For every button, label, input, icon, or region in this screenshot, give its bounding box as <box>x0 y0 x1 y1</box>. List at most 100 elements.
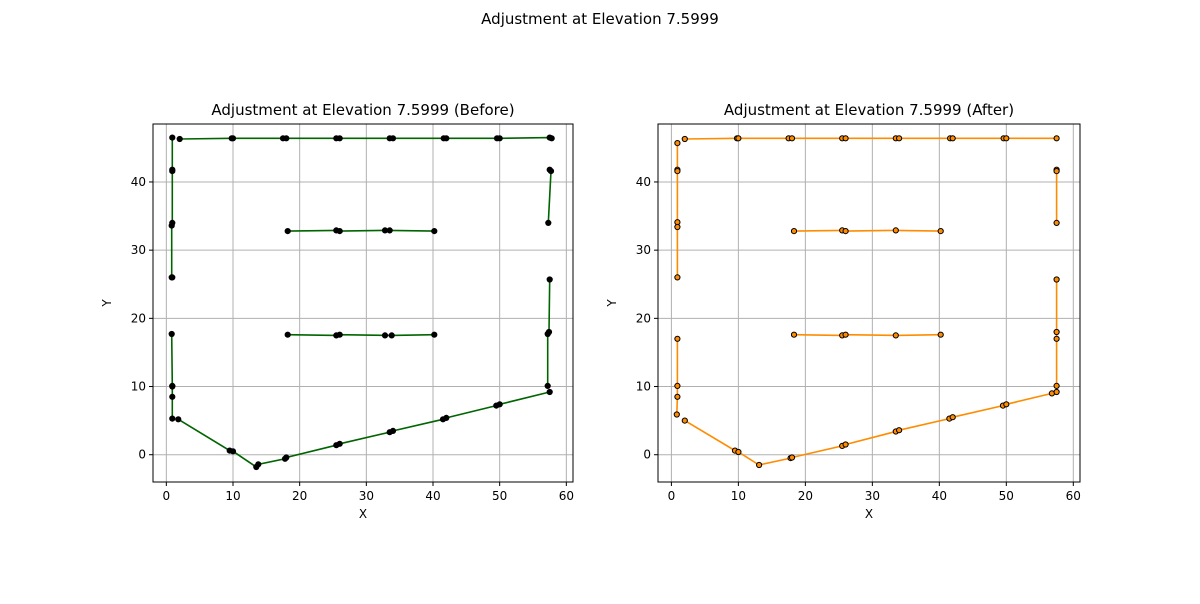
data-point <box>842 228 849 235</box>
x-tick-label: 40 <box>932 489 947 503</box>
data-point <box>949 135 956 142</box>
data-point <box>336 331 343 338</box>
data-point <box>892 332 899 339</box>
data-point <box>336 440 343 447</box>
data-point <box>546 276 553 283</box>
data-point <box>283 135 290 142</box>
x-tick-label: 10 <box>731 489 746 503</box>
series-line <box>170 137 174 279</box>
data-point <box>1053 382 1060 389</box>
data-point <box>1003 401 1010 408</box>
series-line <box>287 333 435 337</box>
series-line <box>676 338 679 415</box>
data-point <box>548 135 555 142</box>
data-point <box>949 414 956 421</box>
y-tick-label: 20 <box>131 311 146 325</box>
data-point <box>674 140 681 147</box>
data-point <box>1053 328 1060 336</box>
x-tick-label: 60 <box>559 489 574 503</box>
data-point <box>496 135 503 142</box>
data-point <box>674 335 681 342</box>
data-point <box>937 331 944 338</box>
data-point <box>544 330 551 338</box>
chart-title: Adjustment at Elevation 7.5999 (After) <box>724 101 1014 119</box>
data-point <box>336 228 343 235</box>
x-tick-label: 50 <box>999 489 1014 503</box>
chart-before: 0 10 20 30 40 50 60 0 10 20 30 40 Adjustment at Elev… <box>100 101 574 521</box>
data-point <box>229 135 237 142</box>
data-point <box>1053 219 1060 226</box>
data-point <box>169 274 176 281</box>
y-axis-label: Y <box>100 299 114 308</box>
data-point <box>735 448 742 456</box>
data-point <box>681 417 688 424</box>
series-line <box>684 137 1057 140</box>
y-axis-label: Y <box>605 299 619 308</box>
data-point <box>788 135 796 142</box>
data-point <box>284 228 291 235</box>
data-point <box>169 393 176 400</box>
data-point <box>229 448 237 455</box>
x-tick-label: 60 <box>1066 489 1081 503</box>
data-point <box>896 135 903 142</box>
x-tick-label: 30 <box>359 489 374 503</box>
axes-frame <box>657 123 1081 483</box>
data-point <box>496 401 503 408</box>
data-point <box>681 135 688 143</box>
data-point <box>388 332 395 339</box>
y-tick-label: 10 <box>131 380 146 394</box>
data-point <box>790 331 798 338</box>
data-point <box>1053 335 1060 342</box>
y-tick-label: 40 <box>131 175 146 189</box>
series-line <box>793 229 941 232</box>
series-line <box>793 333 941 337</box>
data-point <box>389 135 397 142</box>
data-point <box>756 461 763 469</box>
figure-title: Adjustment at Elevation 7.5999 <box>481 10 719 28</box>
data-point <box>546 388 553 396</box>
data-point <box>169 168 176 175</box>
x-axis-label: X <box>359 507 367 521</box>
y-tick-label: 40 <box>636 175 651 189</box>
x-tick-label: 40 <box>425 489 440 503</box>
y-tick-label: 0 <box>138 448 146 462</box>
data-point <box>788 454 796 461</box>
y-tick-label: 0 <box>643 448 651 462</box>
data-point <box>673 411 680 418</box>
data-point <box>443 414 450 421</box>
x-tick-label: 10 <box>225 489 240 503</box>
data-point <box>1003 135 1010 142</box>
data-point <box>674 382 681 389</box>
x-tick-label: 0 <box>163 489 171 503</box>
axes-frame <box>152 123 574 483</box>
x-tick-label: 20 <box>798 489 813 503</box>
data-point <box>169 134 176 141</box>
data-point <box>1053 168 1060 175</box>
data-point <box>937 228 944 235</box>
data-point <box>176 135 183 143</box>
data-point <box>674 223 681 231</box>
x-tick-label: 20 <box>292 489 307 503</box>
data-point <box>842 331 849 338</box>
data-point <box>545 219 552 226</box>
data-point <box>168 330 175 338</box>
data-point <box>842 441 849 448</box>
data-point <box>892 227 899 234</box>
data-point <box>169 383 176 390</box>
y-tick-label: 30 <box>636 243 651 257</box>
data-point <box>735 135 742 142</box>
data-point <box>674 274 681 281</box>
data-point <box>381 332 389 339</box>
data-point <box>790 228 798 235</box>
data-point <box>168 222 175 229</box>
data-point <box>431 228 438 235</box>
data-point <box>389 427 397 434</box>
chart-after: 0 10 20 30 40 50 60 0 10 20 30 40 Adjustment at Elev… <box>605 101 1081 521</box>
series-line <box>170 333 174 419</box>
x-tick-label: 50 <box>492 489 507 503</box>
data-point <box>443 135 450 142</box>
data-point <box>674 393 681 400</box>
data-point <box>896 427 903 434</box>
